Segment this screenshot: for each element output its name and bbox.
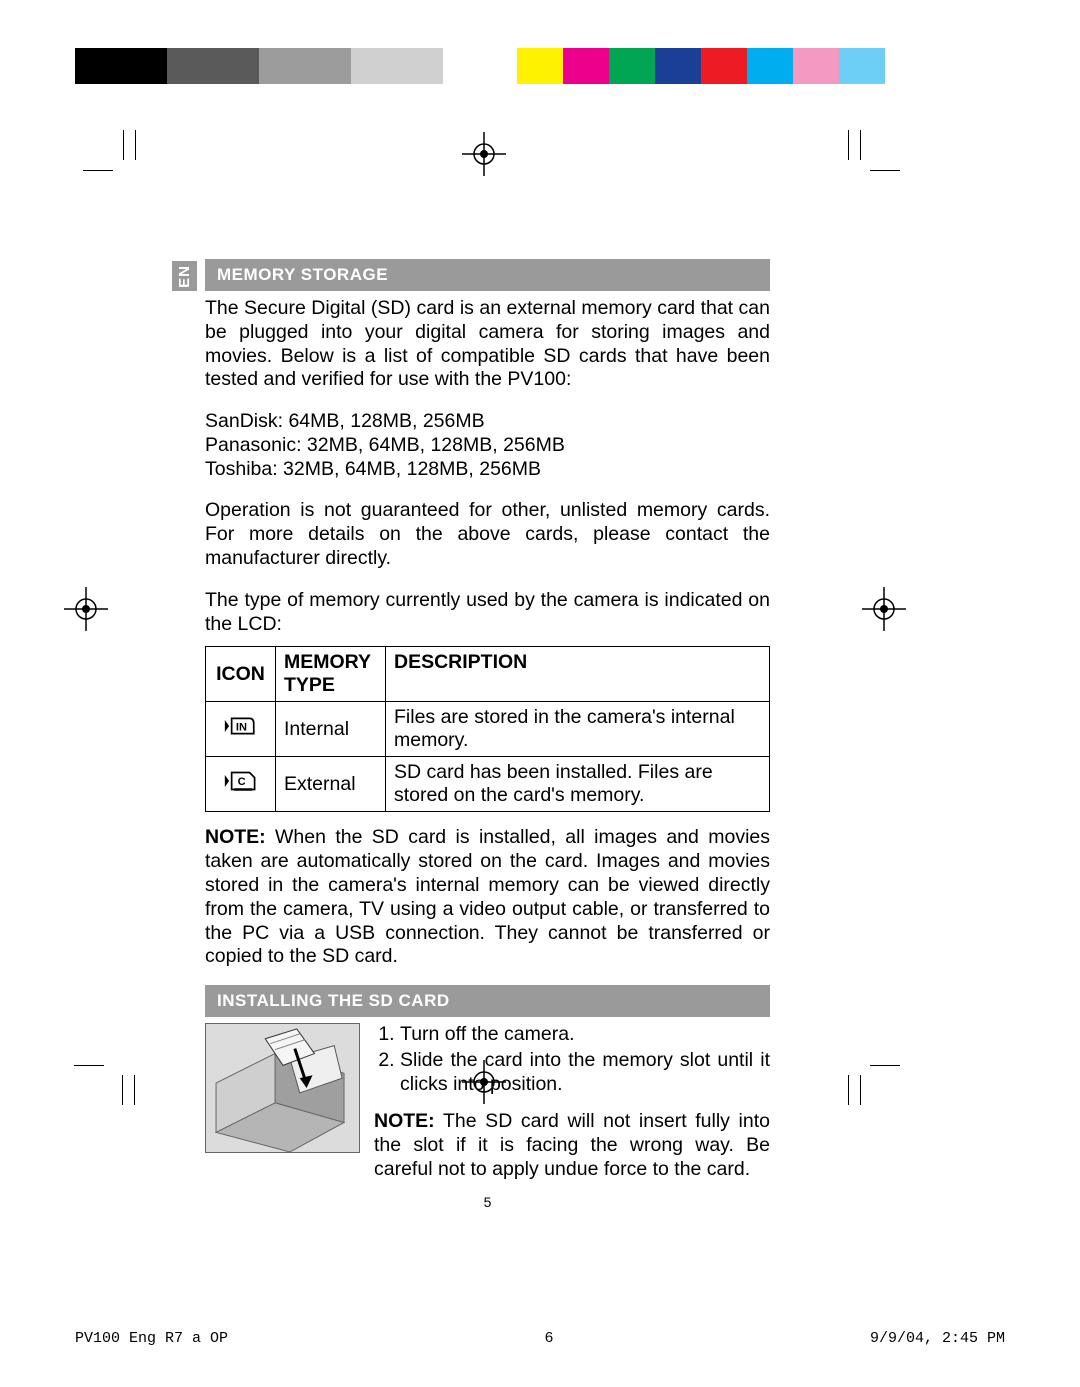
- registration-mark-top: [460, 130, 508, 178]
- section-installing-heading: INSTALLING THE SD CARD: [205, 985, 770, 1017]
- th-description: DESCRIPTION: [386, 647, 770, 702]
- lcd-indication-line: The type of memory currently used by the…: [205, 589, 770, 637]
- svg-text:C: C: [237, 777, 245, 789]
- desc-cell-internal: Files are stored in the camera's interna…: [386, 702, 770, 757]
- color-swatch: [259, 48, 305, 84]
- content-column: MEMORY STORAGE The Secure Digital (SD) c…: [205, 259, 770, 1210]
- color-swatch: [655, 48, 701, 84]
- table-row: C External SD card has been installed. F…: [206, 757, 770, 812]
- color-swatch: [609, 48, 655, 84]
- cropmark-top-right: [830, 140, 870, 180]
- color-swatch: [517, 48, 563, 84]
- sd-card-note: NOTE: When the SD card is installed, all…: [205, 826, 770, 969]
- install-note: NOTE: The SD card will not insert fully …: [374, 1110, 770, 1181]
- color-swatch: [121, 48, 167, 84]
- install-text-block: Turn off the camera.Slide the card into …: [374, 1023, 770, 1182]
- install-step: Turn off the camera.: [400, 1023, 770, 1047]
- printer-colorbar-right: [517, 48, 885, 84]
- table-header-row: ICON MEMORY TYPE DESCRIPTION: [206, 647, 770, 702]
- svg-text:IN: IN: [235, 722, 246, 734]
- color-swatch: [75, 48, 121, 84]
- memory-type-table: ICON MEMORY TYPE DESCRIPTION IN Internal: [205, 646, 770, 812]
- language-tab-label: EN: [176, 265, 193, 288]
- install-step: Slide the card into the memory slot unti…: [400, 1049, 770, 1097]
- intro-paragraph: The Secure Digital (SD) card is an exter…: [205, 297, 770, 392]
- language-tab: EN: [172, 261, 197, 291]
- compatible-card-line: SanDisk: 64MB, 128MB, 256MB: [205, 410, 770, 434]
- note-label: NOTE:: [374, 1110, 435, 1132]
- install-section: Turn off the camera.Slide the card into …: [205, 1023, 770, 1182]
- color-swatch: [213, 48, 259, 84]
- note-text: When the SD card is installed, all image…: [205, 826, 770, 967]
- footer-page-number: 6: [544, 1330, 553, 1347]
- color-swatch: [563, 48, 609, 84]
- compatible-card-line: Toshiba: 32MB, 64MB, 128MB, 256MB: [205, 458, 770, 482]
- section-memory-storage-heading: MEMORY STORAGE: [205, 259, 770, 291]
- small-page-number: 5: [205, 1194, 770, 1210]
- type-cell-external: External: [276, 757, 386, 812]
- external-memory-icon: C: [224, 768, 258, 794]
- warning-paragraph: Operation is not guaranteed for other, u…: [205, 499, 770, 570]
- cropmark-bottom-right: [830, 1055, 870, 1095]
- internal-memory-icon: IN: [224, 713, 258, 739]
- footer-timestamp: 9/9/04, 2:45 PM: [870, 1330, 1005, 1347]
- th-memory-type: MEMORY TYPE: [276, 647, 386, 702]
- compatible-card-line: Panasonic: 32MB, 64MB, 128MB, 256MB: [205, 434, 770, 458]
- cropmark-top-left: [113, 140, 153, 180]
- install-steps-list: Turn off the camera.Slide the card into …: [374, 1023, 770, 1096]
- color-swatch: [747, 48, 793, 84]
- color-swatch: [793, 48, 839, 84]
- color-swatch: [839, 48, 885, 84]
- desc-cell-external: SD card has been installed. Files are st…: [386, 757, 770, 812]
- color-swatch: [305, 48, 351, 84]
- table-row: IN Internal Files are stored in the came…: [206, 702, 770, 757]
- registration-mark-left: [62, 585, 110, 633]
- install-sd-illustration: [205, 1023, 360, 1153]
- page-footer: PV100 Eng R7 a OP 6 9/9/04, 2:45 PM: [75, 1330, 1005, 1347]
- compatible-cards-list: SanDisk: 64MB, 128MB, 256MBPanasonic: 32…: [205, 410, 770, 481]
- cropmark-bottom-left: [74, 1055, 114, 1095]
- note-label: NOTE:: [205, 826, 266, 848]
- printer-colorbar-left: [75, 48, 443, 84]
- color-swatch: [351, 48, 397, 84]
- color-swatch: [397, 48, 443, 84]
- type-cell-internal: Internal: [276, 702, 386, 757]
- icon-cell-internal: IN: [206, 702, 276, 757]
- footer-doc-id: PV100 Eng R7 a OP: [75, 1330, 228, 1347]
- color-swatch: [701, 48, 747, 84]
- page-root: EN MEMORY STORAGE The Secure Digital (SD…: [0, 0, 1080, 1387]
- th-icon: ICON: [206, 647, 276, 702]
- icon-cell-external: C: [206, 757, 276, 812]
- registration-mark-right: [860, 585, 908, 633]
- color-swatch: [167, 48, 213, 84]
